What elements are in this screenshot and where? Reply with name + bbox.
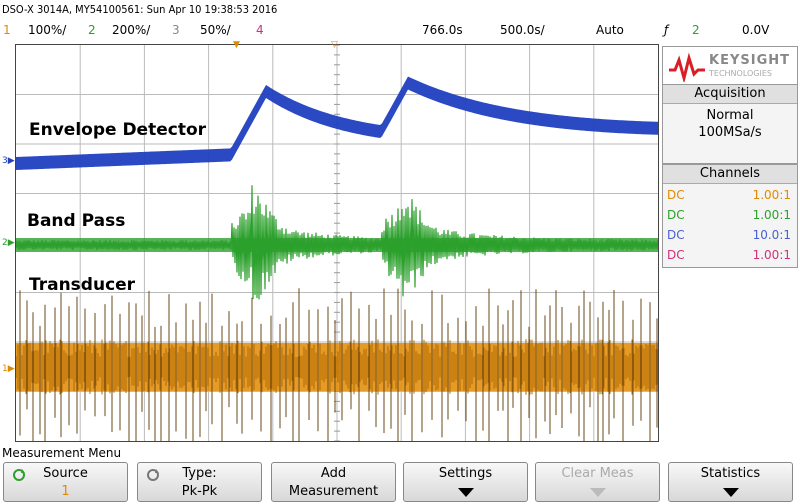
timebase-scale[interactable]: 500.0s/ (500, 23, 545, 37)
source-label: Source (43, 466, 88, 481)
menu-title: Measurement Menu (2, 446, 122, 460)
settings-softkey[interactable]: Settings (403, 462, 528, 502)
label-envelope-detector: Envelope Detector (29, 120, 207, 140)
bandpass-core (16, 238, 658, 252)
add-measurement-softkey[interactable]: Add Measurement (271, 462, 396, 502)
statistics-label: Statistics (700, 466, 761, 481)
ch2-coupling: DC (667, 208, 685, 222)
ch2-ground-marker[interactable]: 2▶ (2, 238, 15, 248)
label-transducer: Transducer (29, 275, 136, 295)
ch1-number[interactable]: 1 (3, 23, 11, 37)
type-softkey[interactable]: Type: Pk-Pk (137, 462, 262, 502)
ch3-ground-marker[interactable]: 3▶ (2, 156, 15, 166)
ch1-coupling: DC (667, 188, 685, 202)
add-label-1: Add (320, 466, 347, 481)
trigger-position-marker[interactable]: ▼ (233, 40, 240, 50)
clear-meas-softkey[interactable]: Clear Meas (535, 462, 660, 502)
source-softkey[interactable]: Source 1 (3, 462, 128, 502)
channel-row-1[interactable]: DC 1.00:1 (667, 185, 795, 205)
time-reference-marker: ▽ (331, 40, 338, 50)
trigger-mode[interactable]: Auto (596, 23, 624, 37)
ch1-ground-marker[interactable]: 1▶ (2, 364, 15, 374)
ch2-number[interactable]: 2 (88, 23, 96, 37)
ch2-scale[interactable]: 200%/ (112, 23, 151, 37)
sample-rate: 100MSa/s (698, 125, 762, 140)
keysight-wave-icon (669, 52, 705, 82)
channel-row-4[interactable]: DC 1.00:1 (667, 245, 795, 265)
transducer-band (16, 343, 658, 391)
acquisition-panel: Acquisition Normal 100MSa/s (662, 84, 798, 164)
ch4-number[interactable]: 4 (256, 23, 264, 37)
rotate-knob-icon (147, 469, 159, 481)
channels-title: Channels (663, 165, 797, 184)
source-value: 1 (61, 484, 70, 499)
submenu-arrow-icon (589, 488, 606, 497)
type-value: Pk-Pk (181, 484, 218, 499)
submenu-arrow-icon (722, 488, 739, 497)
type-label: Type: (182, 466, 217, 481)
label-band-pass: Band Pass (27, 211, 126, 231)
clear-meas-label: Clear Meas (561, 466, 634, 481)
ch3-coupling: DC (667, 228, 685, 242)
side-panel: KEYSIGHT TECHNOLOGIES Acquisition Normal… (660, 44, 800, 444)
trigger-level[interactable]: 0.0V (742, 23, 770, 37)
ch4-probe-ratio: 1.00:1 (752, 248, 791, 262)
envelope-trace (16, 76, 658, 170)
ch3-probe-ratio: 10.0:1 (752, 228, 791, 242)
channel-row-2[interactable]: DC 1.00:1 (667, 205, 795, 225)
waveform-display[interactable]: Envelope Detector Band Pass Transducer (15, 44, 659, 442)
instrument-title: DSO-X 3014A, MY54100561: Sun Apr 10 19:3… (2, 3, 278, 16)
trigger-source[interactable]: 2 (692, 23, 700, 37)
submenu-arrow-icon (457, 488, 474, 497)
ch4-coupling: DC (667, 248, 685, 262)
settings-label: Settings (438, 466, 493, 481)
ch3-scale[interactable]: 50%/ (200, 23, 231, 37)
statistics-softkey[interactable]: Statistics (668, 462, 793, 502)
status-bar: 1 100%/ 2 200%/ 3 50%/ 4 766.0s 500.0s/ … (0, 22, 800, 40)
ch1-probe-ratio: 1.00:1 (752, 188, 791, 202)
ch1-scale[interactable]: 100%/ (28, 23, 67, 37)
add-label-2: Measurement (288, 484, 379, 499)
trigger-edge-icon: ƒ (664, 23, 669, 37)
title-bar: DSO-X 3014A, MY54100561: Sun Apr 10 19:3… (0, 0, 800, 22)
channel-row-3[interactable]: DC 10.0:1 (667, 225, 795, 245)
brand-name: KEYSIGHT (709, 53, 790, 68)
transducer-noise (16, 339, 658, 395)
acquisition-title: Acquisition (663, 85, 797, 104)
horizontal-delay[interactable]: 766.0s (422, 23, 463, 37)
ch3-number[interactable]: 3 (172, 23, 180, 37)
waveform-canvas (16, 45, 658, 441)
acquisition-mode: Normal (706, 108, 754, 123)
transducer-spikes (19, 288, 658, 441)
brand-subtitle: TECHNOLOGIES (709, 69, 772, 78)
channels-panel: Channels DC 1.00:1 DC 1.00:1 DC 10.0:1 D… (662, 164, 798, 268)
brand-logo: KEYSIGHT TECHNOLOGIES (662, 46, 798, 86)
ch2-probe-ratio: 1.00:1 (752, 208, 791, 222)
rotate-knob-icon (13, 469, 25, 481)
